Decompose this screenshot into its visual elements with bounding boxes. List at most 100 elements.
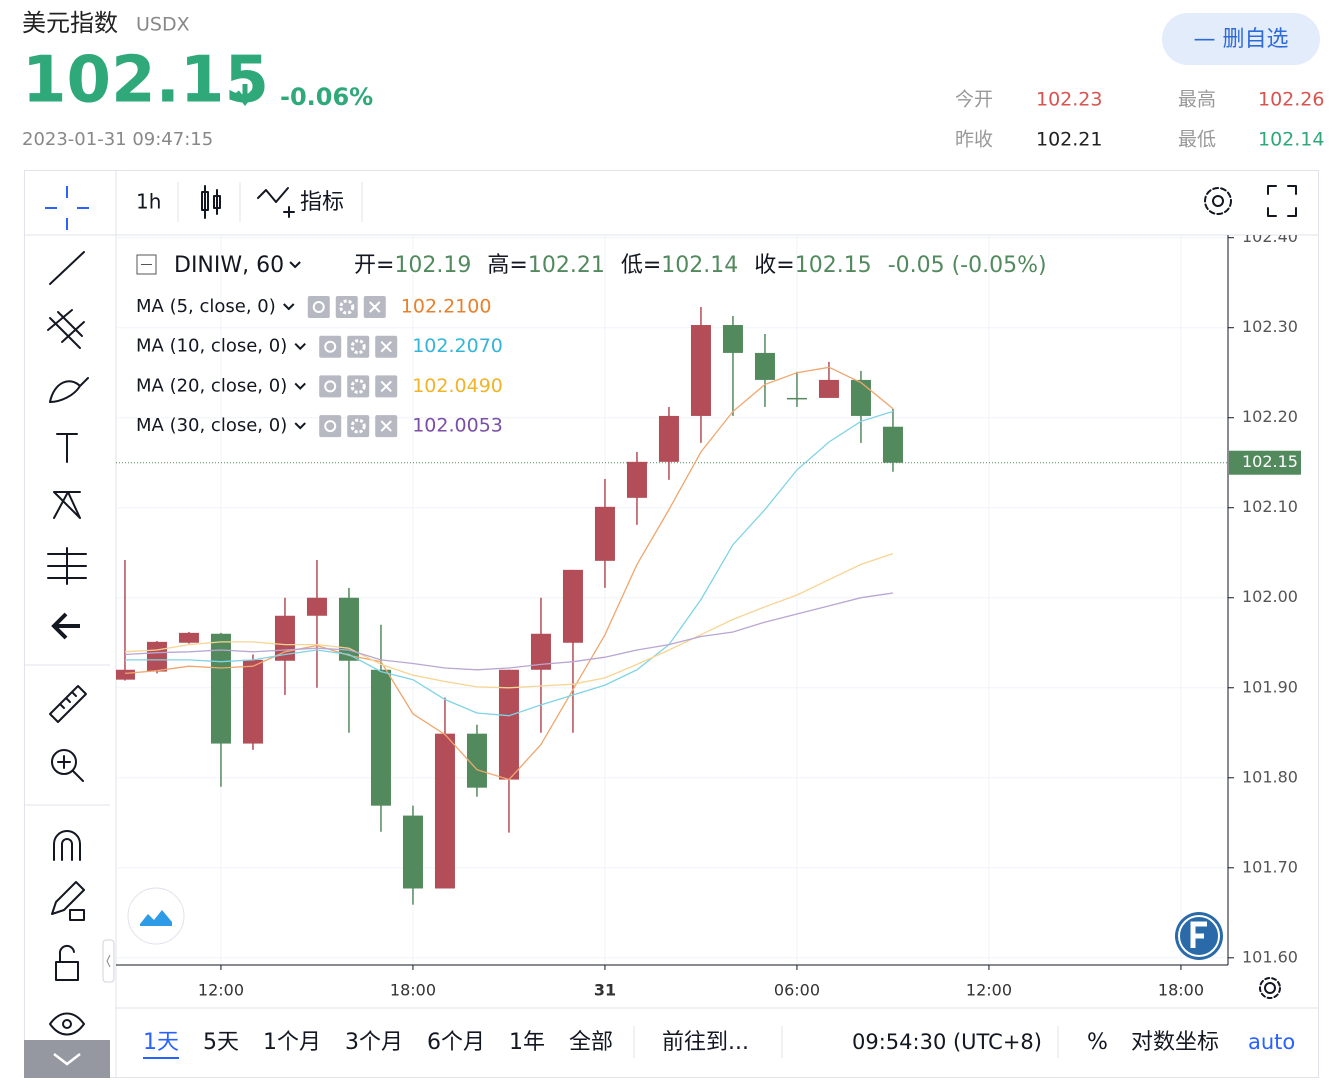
stat-label: 今开 (955, 89, 993, 111)
line-tool[interactable] (49, 251, 85, 285)
watchlist-button[interactable] (1162, 13, 1320, 65)
settings-button[interactable] (335, 296, 358, 318)
range-button[interactable]: 6个月 (427, 1030, 485, 1055)
panel-handle[interactable] (102, 939, 115, 983)
x-tick-label: 12:00 (966, 981, 1012, 1000)
watchlist-button-label[interactable]: — 删自选 (1194, 27, 1289, 52)
tv-logo[interactable] (127, 887, 185, 945)
text-tool[interactable] (56, 433, 78, 463)
y-tick-label: 101.90 (1242, 677, 1298, 696)
candle-body (306, 597, 327, 616)
ohlc-value: 102.21 (528, 253, 605, 278)
candle-type-icon[interactable] (201, 185, 221, 219)
lock-draw-tool[interactable] (51, 881, 85, 921)
gear-glyph (339, 299, 355, 315)
eye-button[interactable] (319, 375, 342, 398)
collapse-button[interactable] (24, 1040, 110, 1078)
range-button[interactable]: 3个月 (345, 1030, 403, 1055)
brush-tool[interactable] (49, 377, 89, 403)
axis-settings-icon[interactable] (1259, 977, 1281, 999)
x-tick-label: 18:00 (390, 981, 436, 1000)
legend: DINIW, 60 开=102.19 高=102.21 低=102.14 收=102.1… (136, 253, 1047, 438)
x-tick-label: 12:00 (198, 981, 244, 1000)
pattern-tool[interactable] (53, 491, 81, 519)
hide-tool[interactable] (51, 612, 80, 640)
ma-line (125, 410, 894, 717)
time-axis: 12:00 18:00 31 06:00 12:00 18:00 (198, 965, 1204, 1000)
candle-body (498, 669, 519, 780)
ma-name[interactable]: MA (10, close, 0) (136, 336, 287, 357)
indicators[interactable]: 指标 (300, 190, 344, 215)
down-arrow (235, 84, 255, 107)
chevron (294, 422, 306, 430)
eye-button[interactable] (319, 415, 342, 438)
candle-body (626, 461, 647, 498)
ma-line (124, 552, 894, 689)
chevron (294, 342, 306, 351)
range-button[interactable]: 1个月 (263, 1030, 321, 1055)
ma-name[interactable]: MA (20, close, 0) (136, 375, 287, 396)
magnet-tool[interactable] (53, 830, 81, 861)
settings-button[interactable] (347, 415, 370, 438)
ma-value: 102.0053 (412, 415, 503, 437)
eye-button[interactable] (307, 296, 330, 318)
gear-glyph (350, 418, 366, 434)
ruler-tool[interactable] (49, 685, 87, 723)
ohlc-item: 低=102.14 (621, 253, 738, 278)
interval[interactable]: 1h (136, 190, 161, 214)
range-button[interactable]: 1天 (143, 1030, 179, 1055)
collapse-icon[interactable] (136, 254, 157, 275)
y-tick-label: 101.60 (1242, 947, 1298, 966)
percent-button[interactable]: % (1087, 1030, 1108, 1055)
x-glyph (380, 420, 392, 432)
candle-body (722, 325, 743, 353)
ohlc-value: 102.15 (795, 253, 872, 278)
range-button[interactable]: 1年 (509, 1030, 545, 1055)
chevron (53, 1053, 81, 1066)
candle-body (786, 397, 807, 400)
visibility-tool[interactable] (49, 1012, 85, 1036)
panel-handle-arrow (106, 954, 111, 968)
fullscreen-icon[interactable] (1267, 185, 1297, 217)
settings-icon[interactable] (1204, 187, 1232, 215)
symbol[interactable]: DINIW, 60 (174, 253, 284, 278)
auto-button[interactable]: auto (1248, 1030, 1295, 1054)
range-button[interactable]: 5天 (203, 1030, 239, 1055)
y-tick-label: 102.00 (1242, 587, 1298, 606)
y-tick-label: 102.40 (1242, 227, 1298, 246)
stat-label: 最低 (1178, 129, 1216, 151)
ohlc-item: 高=102.21 (487, 253, 604, 278)
ma-value: 102.2100 (401, 296, 492, 318)
ohlc-label: 收= (754, 253, 794, 278)
eye-glyph (324, 340, 337, 353)
measure-tool[interactable] (47, 547, 87, 585)
eye-button[interactable] (319, 335, 342, 358)
ma-name[interactable]: MA (30, close, 0) (136, 415, 287, 436)
goto-button[interactable]: 前往到... (662, 1030, 749, 1055)
candle-body (146, 641, 167, 672)
zoom-tool[interactable] (51, 749, 84, 782)
candle-body (850, 379, 871, 416)
log-button[interactable]: 对数坐标 (1131, 1030, 1219, 1055)
candle-body (370, 669, 391, 806)
candle-body (338, 597, 359, 661)
lock-tool[interactable] (55, 944, 79, 981)
indicator-icon[interactable] (257, 187, 295, 218)
fork-tool[interactable] (47, 309, 85, 349)
y-tick-label: 102.20 (1242, 407, 1298, 426)
range-button[interactable]: 全部 (569, 1030, 613, 1055)
ma-name[interactable]: MA (5, close, 0) (136, 296, 276, 317)
candle-body (658, 415, 679, 462)
crosshair-tool[interactable] (45, 186, 89, 230)
change: -0.06% (280, 83, 373, 111)
candle-body (242, 659, 263, 744)
ohlc-item: 收=102.15 (754, 253, 871, 278)
eye-glyph (312, 301, 325, 313)
bottom-bar: 1天 5天 1个月 3个月 6个月 1年 全部 前往到... 09:54:30 (UTC+8)%… (143, 1026, 1295, 1059)
ma-value: 102.0490 (412, 375, 503, 397)
f-badge[interactable] (1175, 912, 1223, 960)
candle-body (882, 426, 903, 463)
settings-button[interactable] (347, 335, 370, 358)
settings-button[interactable] (347, 375, 370, 398)
candle-body (562, 569, 583, 643)
